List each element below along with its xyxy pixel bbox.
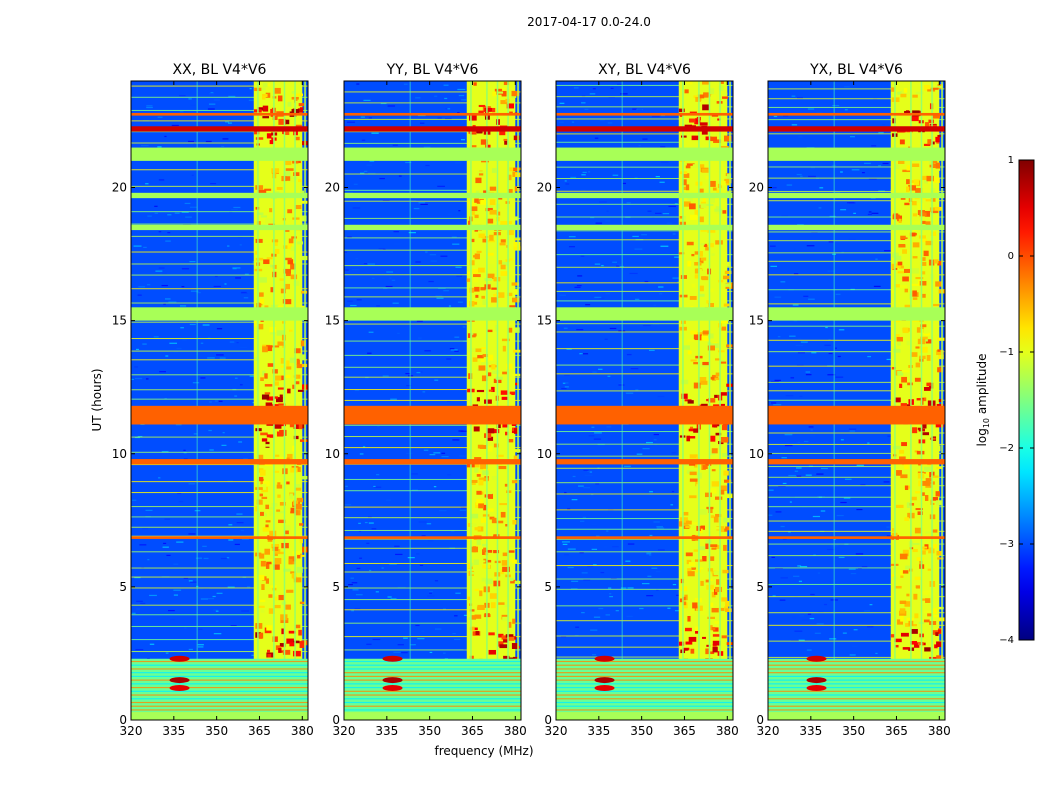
colorbar-tick-label: 1 [1008, 155, 1014, 166]
colorbar-gradient [1018, 159, 1035, 641]
panel-2: 320 335 350 365 380 0 5 10 15 20 YY, BL V4*V6 [325, 62, 527, 738]
x-tick-label: 365 [461, 724, 484, 738]
y-tick-label: 5 [756, 580, 764, 594]
x-tick-label: 365 [248, 724, 271, 738]
x-tick-label: 335 [375, 724, 398, 738]
y-tick-label: 20 [112, 181, 127, 195]
x-tick-label: 350 [842, 724, 865, 738]
y-tick-label: 20 [537, 181, 552, 195]
x-tick-label: 380 [291, 724, 314, 738]
y-tick-label: 15 [749, 314, 764, 328]
x-tick-label: 320 [757, 724, 780, 738]
y-tick-label: 20 [749, 181, 764, 195]
panel-4: 320 335 350 365 380 0 5 10 15 20 YX, BL V4*V6 [749, 62, 951, 738]
y-axis-label: UT (hours) [90, 368, 104, 431]
y-tick-label: 10 [112, 447, 127, 461]
x-tick-label: 320 [545, 724, 568, 738]
colorbar-label: log10 amplitude [975, 354, 991, 447]
x-tick-label: 365 [673, 724, 696, 738]
x-tick-label: 380 [928, 724, 951, 738]
panel-3: 320 335 350 365 380 0 5 10 15 20 XY, BL V4*V6 [537, 62, 739, 738]
x-tick-label: 350 [418, 724, 441, 738]
colorbar-tick-label: −4 [999, 635, 1014, 646]
panel-title: XX, BL V4*V6 [173, 62, 267, 78]
panel-title: YX, BL V4*V6 [809, 62, 903, 78]
y-tick-label: 10 [537, 447, 552, 461]
y-tick-label: 15 [325, 314, 340, 328]
y-tick-label: 10 [325, 447, 340, 461]
y-tick-label: 0 [119, 713, 127, 727]
y-tick-label: 5 [119, 580, 127, 594]
y-tick-label: 0 [544, 713, 552, 727]
x-tick-label: 320 [120, 724, 143, 738]
colorbar-tick-label: −1 [999, 347, 1014, 358]
x-axis-label: frequency (MHz) [434, 744, 533, 758]
x-tick-label: 365 [885, 724, 908, 738]
figure-suptitle: 2017-04-17 0.0-24.0 [527, 15, 651, 29]
x-tick-label: 380 [504, 724, 527, 738]
colorbar-tick-label: −2 [999, 443, 1014, 454]
y-tick-label: 5 [544, 580, 552, 594]
x-tick-label: 335 [799, 724, 822, 738]
panel-1: 320 335 350 365 380 0 5 10 15 20 XX, BL V4*V6 [112, 62, 314, 738]
x-tick-label: 380 [716, 724, 739, 738]
x-tick-label: 350 [205, 724, 228, 738]
y-tick-label: 0 [756, 713, 764, 727]
x-tick-label: 335 [587, 724, 610, 738]
colorbar-tick-label: 0 [1008, 251, 1014, 262]
y-tick-label: 15 [537, 314, 552, 328]
panel-title: YY, BL V4*V6 [386, 62, 479, 78]
y-tick-label: 20 [325, 181, 340, 195]
x-tick-label: 335 [162, 724, 185, 738]
y-tick-label: 5 [332, 580, 340, 594]
panel-title: XY, BL V4*V6 [598, 62, 691, 78]
colorbar-tick-label: −3 [999, 539, 1014, 550]
x-tick-label: 350 [630, 724, 653, 738]
colorbar: 1 0 −1 −2 −3 −4 [999, 155, 1035, 646]
y-tick-label: 10 [749, 447, 764, 461]
y-tick-label: 0 [332, 713, 340, 727]
x-tick-label: 320 [333, 724, 356, 738]
y-tick-label: 15 [112, 314, 127, 328]
